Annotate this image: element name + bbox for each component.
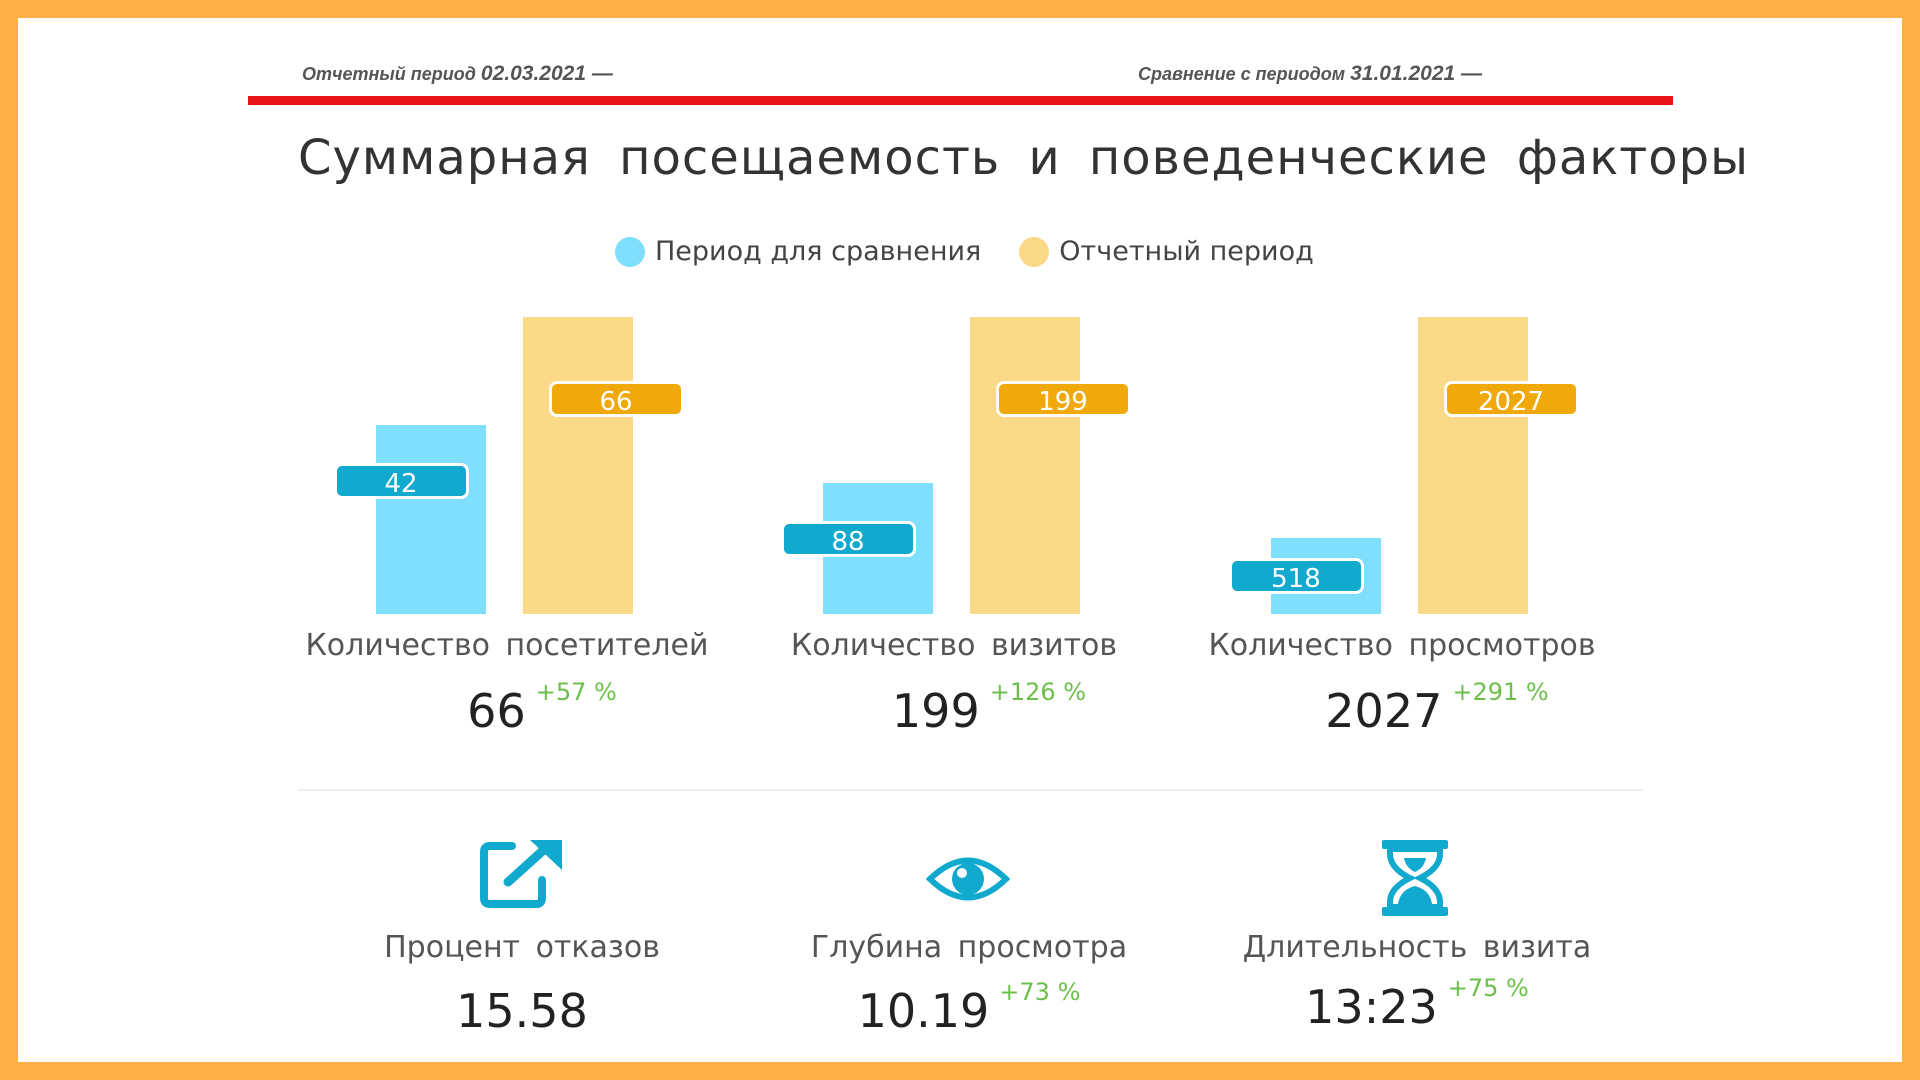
report-period: Отчетный период 02.03.2021 — (302, 62, 613, 86)
legend-item-report: Отчетный период (1019, 236, 1314, 267)
legend-label-compare: Период для сравнения (655, 236, 982, 267)
metric-value-bounce: 15.58 (456, 984, 588, 1038)
metric-label-bounce: Процент отказов (384, 930, 660, 965)
metric-value-duration: 13:23 +75 % (1305, 974, 1529, 1034)
metric-delta-depth: +73 % (999, 978, 1081, 1006)
metric-label-duration: Длительность визита (1242, 930, 1592, 965)
chart-legend: Период для сравнения Отчетный период (615, 236, 1314, 267)
report-period-label: Отчетный период (302, 64, 476, 84)
metric-delta-duration: +75 % (1447, 974, 1529, 1002)
compare-period: Сравнение с периодом 31.01.2021 — (1138, 62, 1482, 86)
report-period-date: 02.03.2021 — (480, 62, 613, 85)
external-link-icon (480, 840, 562, 908)
compare-period-label: Сравнение с периодом (1138, 64, 1346, 84)
legend-item-compare: Период для сравнения (615, 236, 981, 267)
legend-label-report: Отчетный период (1059, 236, 1314, 267)
section-divider (298, 789, 1643, 791)
hourglass-icon (1382, 840, 1448, 916)
metric-number-depth: 10.19 (857, 984, 990, 1038)
metric-value-depth: 10.19 +73 % (857, 978, 1081, 1038)
metric-number-duration: 13:23 (1305, 980, 1438, 1034)
legend-swatch-report (1019, 236, 1050, 267)
compare-period-date: 31.01.2021 — (1350, 62, 1483, 85)
eye-icon (926, 857, 1010, 901)
metric-label-depth: Глубина просмотра (810, 930, 1128, 965)
header-divider (248, 96, 1673, 105)
legend-swatch-compare (615, 236, 645, 267)
page-title: Суммарная посещаемость и поведенческие ф… (298, 130, 1749, 186)
metric-number-bounce: 15.58 (456, 984, 588, 1038)
